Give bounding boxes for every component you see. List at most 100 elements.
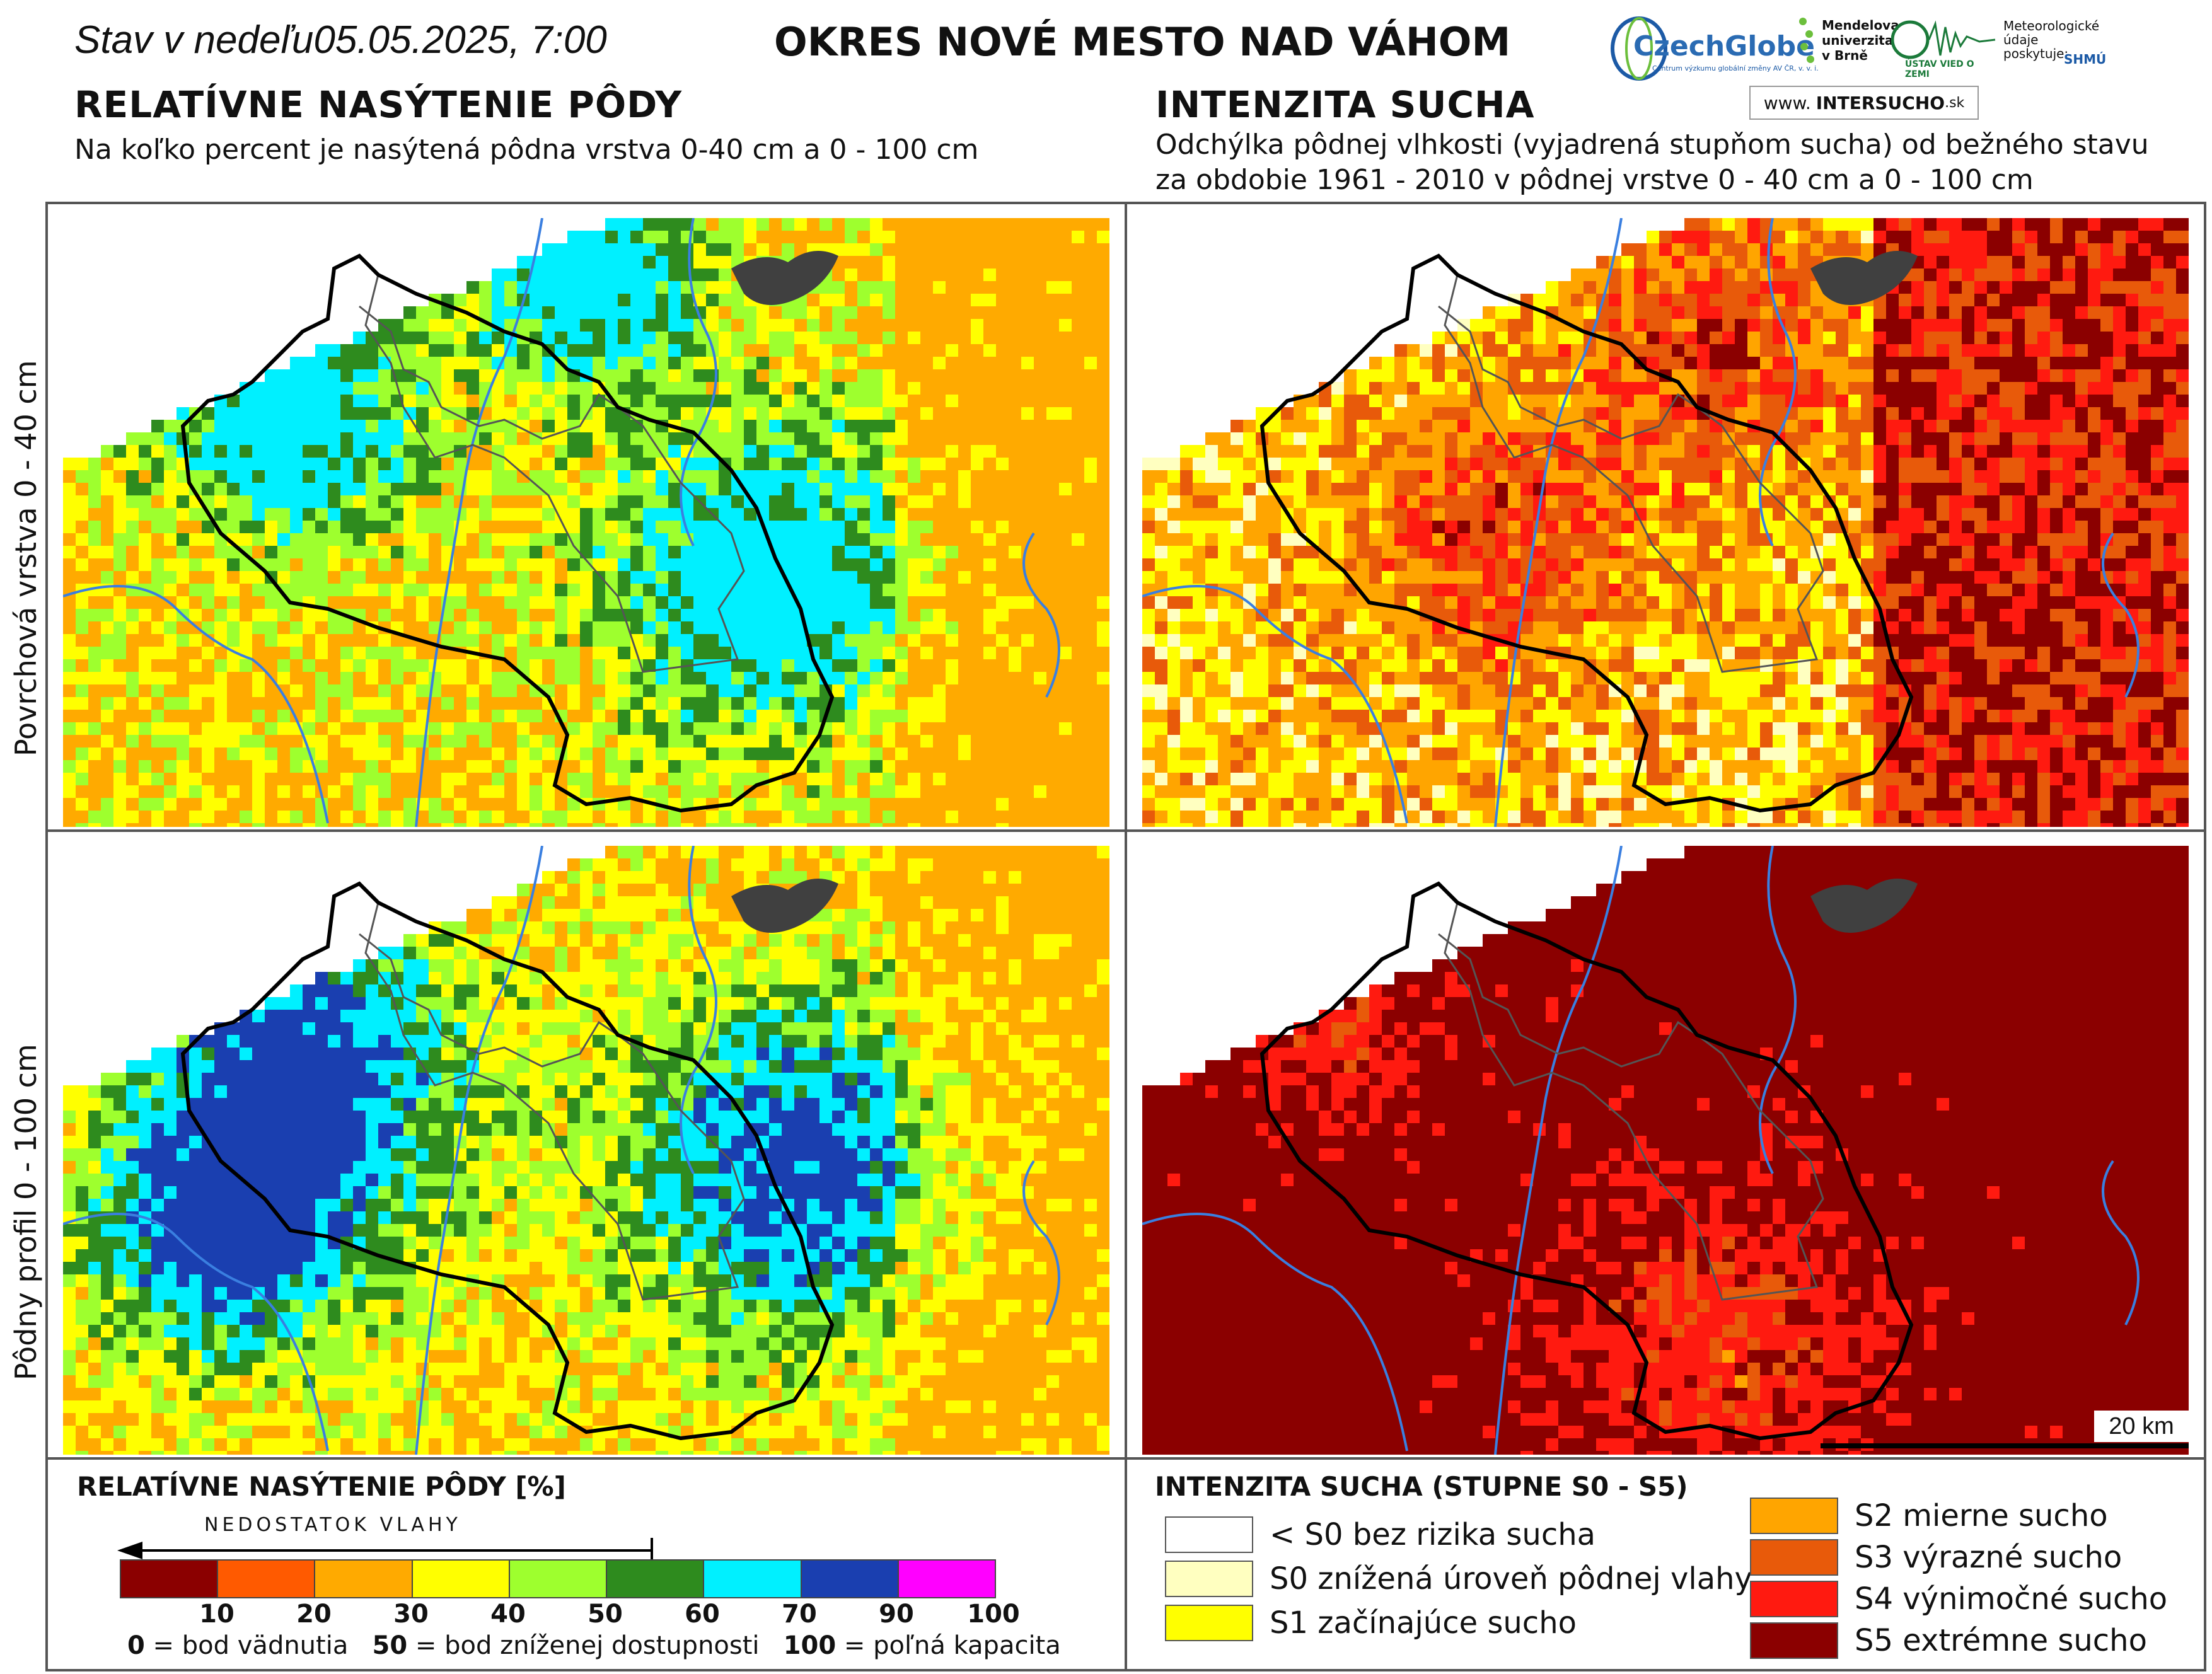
scale-bar-label: 20 km	[2094, 1411, 2189, 1442]
map-saturation-profile	[63, 846, 1109, 1455]
note-100-text: = poľná kapacita	[836, 1631, 1061, 1660]
river-line	[1022, 1160, 1060, 1325]
colorbar-tick-label: 60	[685, 1600, 720, 1629]
colorbar-tick-label: 20	[296, 1600, 332, 1629]
colorbar-segment	[315, 1561, 413, 1597]
colorbar-tick-label: 10	[199, 1600, 235, 1629]
seismograph-icon	[1891, 20, 1996, 59]
colorbar-segment	[121, 1561, 219, 1597]
raster-layer	[1142, 846, 2189, 1455]
drought-subtitle-1: Odchýlka pôdnej vlhkosti (vyjadrená stup…	[1155, 129, 2149, 161]
drought-class-label: S5 extrémne sucho	[1855, 1623, 2147, 1658]
colorbar-segment	[801, 1561, 899, 1597]
river-line	[415, 846, 543, 1455]
meteo-logo: Meteorologické údaje poskytuje: SHMÚ	[2003, 18, 2106, 82]
note-0-value: 0	[127, 1631, 145, 1660]
mendel-name: Mendelova univerzita v Brně	[1822, 18, 1899, 63]
river-line	[680, 218, 717, 546]
river-line	[1142, 585, 1408, 824]
legend-arrow-text: NEDOSTATOK VLAHY	[204, 1514, 461, 1536]
colorbar-tick-label: 70	[782, 1600, 817, 1629]
river-line	[680, 846, 717, 1174]
drought-class-label: < S0 bez rizika sucha	[1270, 1517, 1596, 1552]
intersucho-domain: .sk	[1945, 95, 1965, 111]
drought-class-item: < S0 bez rizika sucha	[1165, 1516, 1595, 1553]
river-line	[63, 585, 329, 824]
colorbar-tick-label: 100	[967, 1600, 1020, 1629]
river-line	[2102, 1160, 2140, 1325]
colorbar-segment	[607, 1561, 705, 1597]
colorbar-tick-label: 30	[393, 1600, 429, 1629]
saturation-subtitle: Na koľko percent je nasýtená pôdna vrstv…	[74, 134, 979, 166]
river-line	[1494, 218, 1623, 827]
colorbar-segment	[218, 1561, 316, 1597]
note-50-value: 50	[372, 1631, 408, 1660]
drought-class-swatch	[1750, 1498, 1838, 1534]
czechglobe-name: CzechGlobe	[1633, 30, 1815, 62]
colorbar-segment	[704, 1561, 802, 1597]
note-50-text: = bod zníženej dostupnosti	[407, 1631, 784, 1660]
map-svg	[1142, 846, 2189, 1455]
drought-class-item: S0 znížená úroveň pôdnej vlahy	[1165, 1561, 1752, 1597]
district-boundary	[180, 881, 835, 1441]
river-line	[1759, 218, 1797, 546]
scale-bar	[1821, 1443, 2189, 1448]
drought-subtitle-2: za obdobie 1961 - 2010 v pôdnej vrstve 0…	[1155, 164, 2034, 196]
row-label-topsoil: Povrchová vrstva 0 - 40 cm	[9, 360, 43, 756]
drought-class-swatch	[1165, 1561, 1253, 1597]
drought-class-item: S1 začínajúce sucho	[1165, 1605, 1577, 1641]
czechglobe-subtitle: Centrum výzkumu globální změny AV ČR, v.…	[1652, 64, 1819, 72]
river-line	[1022, 532, 1060, 698]
legend-drought-title: INTENZITA SUCHA (STUPNE S0 - S5)	[1155, 1471, 1688, 1502]
intersucho-logo: www. INTERSUCHO .sk	[1749, 86, 1979, 120]
left-arrow-icon	[117, 1538, 653, 1563]
district-boundary	[180, 253, 835, 813]
colorbar-tick-label: 40	[490, 1600, 526, 1629]
map-drought-topsoil	[1142, 218, 2189, 827]
drought-class-item: S3 výrazné sucho	[1750, 1539, 2122, 1576]
meteo-text: Meteorologické údaje poskytuje:	[2003, 18, 2100, 61]
drought-class-label: S2 mierne sucho	[1855, 1498, 2108, 1533]
colorbar-tick-label: 50	[588, 1600, 623, 1629]
legend-saturation-title: RELATÍVNE NASÝTENIE PÔDY [%]	[77, 1471, 566, 1502]
raster-layer	[1142, 218, 2189, 827]
reservoir-shape	[1810, 879, 1918, 933]
mendel-emblem	[1799, 18, 1814, 63]
czechglobe-logo: CzechGlobe Centrum výzkumu globální změn…	[1611, 14, 1819, 83]
saturation-ticks: 10 20 30 40 50 60 70 90 100	[120, 1600, 1020, 1631]
legend-saturation-panel: RELATÍVNE NASÝTENIE PÔDY [%] NEDOSTATOK …	[45, 1457, 1127, 1671]
saturation-title: RELATÍVNE NASÝTENIE PÔDY	[74, 83, 683, 126]
river-line	[2102, 532, 2140, 698]
czechglobe-emblem	[1611, 16, 1667, 81]
district-title: OKRES NOVÉ MESTO NAD VÁHOM	[774, 19, 1511, 65]
mendel-logo: Mendelova univerzita v Brně	[1797, 15, 1899, 78]
map-drought-profile	[1142, 846, 2189, 1455]
drought-class-label: S1 začínajúce sucho	[1270, 1605, 1577, 1641]
map-svg	[63, 218, 1109, 827]
drought-class-swatch	[1750, 1539, 1838, 1576]
colorbar-segment	[412, 1561, 510, 1597]
saturation-colorbar	[120, 1559, 996, 1598]
district-boundary	[1259, 881, 1914, 1441]
river-line	[63, 1213, 329, 1452]
panel-bottom-left	[45, 829, 1127, 1460]
drought-class-label: S4 výnimočné sucho	[1855, 1581, 2168, 1617]
panel-top-right	[1125, 202, 2206, 832]
reservoir-shape	[1810, 251, 1918, 305]
note-0-text: = bod vädnutia	[144, 1631, 373, 1660]
ustav-name: ÚSTAV VIED O ZEMI	[1905, 59, 1974, 79]
note-100-value: 100	[783, 1631, 837, 1660]
date-title: Stav v nedeľu05.05.2025, 7:00	[74, 18, 607, 62]
river-line	[1494, 846, 1623, 1455]
ustav-logo: ÚSTAV VIED O ZEMI	[1891, 18, 1998, 81]
map-svg	[63, 846, 1109, 1455]
shmu-name: SHMÚ	[2064, 52, 2107, 67]
reservoir-shape	[731, 251, 838, 305]
drought-class-label: S0 znížená úroveň pôdnej vlahy	[1270, 1561, 1752, 1596]
drought-class-label: S3 výrazné sucho	[1855, 1540, 2122, 1575]
drought-title: INTENZITA SUCHA	[1155, 83, 1535, 126]
legend-drought-panel: INTENZITA SUCHA (STUPNE S0 - S5) < S0 be…	[1125, 1457, 2206, 1671]
intersucho-www: www.	[1763, 92, 1811, 113]
drought-class-item: S5 extrémne sucho	[1750, 1622, 2147, 1659]
map-svg	[1142, 218, 2189, 827]
